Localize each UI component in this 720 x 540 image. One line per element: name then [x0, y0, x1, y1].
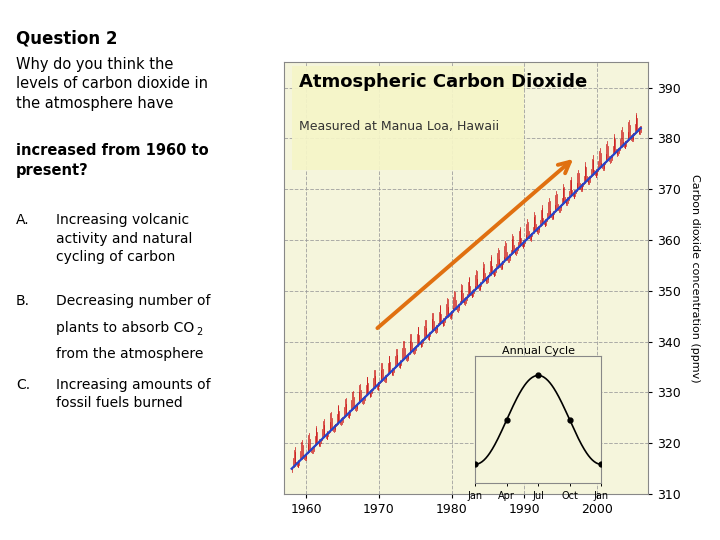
Text: increased from 1960 to
present?: increased from 1960 to present?	[16, 143, 209, 178]
FancyBboxPatch shape	[292, 66, 524, 170]
Text: Increasing amounts of
fossil fuels burned: Increasing amounts of fossil fuels burne…	[56, 378, 211, 410]
Text: A.: A.	[16, 213, 30, 227]
Title: Annual Cycle: Annual Cycle	[502, 346, 575, 356]
Text: Decreasing number of: Decreasing number of	[56, 294, 211, 308]
Text: 2: 2	[197, 327, 203, 337]
Text: B.: B.	[16, 294, 30, 308]
Text: C.: C.	[16, 378, 30, 392]
Text: Question 2: Question 2	[16, 30, 117, 48]
Text: from the atmosphere: from the atmosphere	[56, 347, 204, 361]
Text: Increasing volcanic
activity and natural
cycling of carbon: Increasing volcanic activity and natural…	[56, 213, 192, 264]
Text: plants to absorb CO: plants to absorb CO	[56, 321, 194, 335]
Text: Atmospheric Carbon Dioxide: Atmospheric Carbon Dioxide	[299, 73, 588, 91]
Text: Why do you think the
levels of carbon dioxide in
the atmosphere have: Why do you think the levels of carbon di…	[16, 57, 208, 111]
Text: Measured at Manua Loa, Hawaii: Measured at Manua Loa, Hawaii	[299, 120, 499, 133]
Y-axis label: Carbon dioxide concentration (ppmv): Carbon dioxide concentration (ppmv)	[690, 174, 701, 382]
